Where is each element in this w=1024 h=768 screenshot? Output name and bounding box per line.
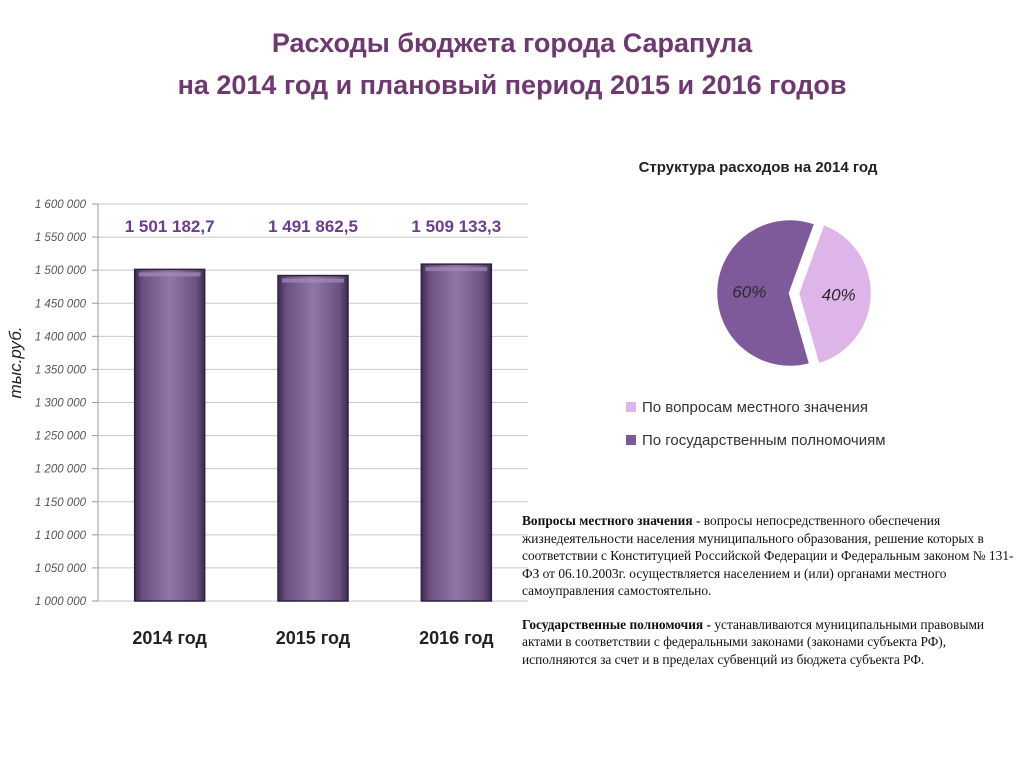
- legend-swatch: [626, 435, 636, 445]
- pie-slice-2: [714, 217, 817, 369]
- definition-state: Государственные полномочия - устанавлива…: [522, 616, 1018, 669]
- pie-title: Структура расходов на 2014 год: [639, 159, 878, 176]
- bar-data-label: 1 501 182,7: [125, 217, 215, 236]
- y-tick-label: 1 550 000: [35, 232, 87, 244]
- y-tick-label: 1 200 000: [35, 464, 87, 476]
- pie-slice-label: 40%: [822, 286, 856, 305]
- legend-swatch: [626, 402, 636, 412]
- definitions-text: Вопросы местного значения - вопросы непо…: [522, 512, 1018, 684]
- y-tick-label: 1 250 000: [35, 431, 87, 443]
- bar-highlight: [138, 272, 201, 277]
- bar-body: [133, 268, 206, 602]
- bar-2: [277, 274, 349, 602]
- bar-highlight: [282, 278, 344, 283]
- bar-body: [277, 274, 349, 602]
- bar-highlight: [425, 267, 488, 272]
- bar-1: [133, 268, 206, 602]
- term-state: Государственные полномочия -: [522, 616, 711, 632]
- category-label: 2016 год: [419, 628, 494, 648]
- page-title: Расходы бюджета города Сарапула на 2014 …: [0, 22, 1024, 106]
- y-tick-label: 1 500 000: [35, 265, 87, 277]
- y-tick-label: 1 450 000: [35, 298, 87, 310]
- y-tick-label: 1 600 000: [35, 199, 87, 211]
- category-label: 2015 год: [276, 628, 351, 648]
- pie-slice-1: [796, 222, 874, 366]
- pie-slice-label: 60%: [732, 283, 766, 302]
- y-tick-label: 1 400 000: [35, 331, 87, 343]
- y-tick-label: 1 350 000: [35, 364, 87, 376]
- definition-local: Вопросы местного значения - вопросы непо…: [522, 512, 1018, 600]
- bar-body: [420, 263, 493, 602]
- y-tick-label: 1 300 000: [35, 398, 87, 410]
- y-tick-label: 1 100 000: [35, 530, 87, 542]
- y-tick-label: 1 000 000: [35, 596, 87, 608]
- bar-data-label: 1 491 862,5: [268, 217, 358, 236]
- title-line-1: Расходы бюджета города Сарапула: [271, 28, 753, 58]
- budget-bar-chart: 1 000 000 1 050 000 1 100 000 1 150 000 1 20…: [6, 199, 528, 648]
- title-line-2: на 2014 год и плановый период 2015 и 201…: [177, 70, 847, 100]
- legend-label: По вопросам местного значения: [642, 399, 868, 416]
- legend-label: По государственным полномочиям: [642, 432, 886, 449]
- term-state-text: устанавливаются муниципальными правовыми…: [522, 616, 985, 667]
- y-tick-label: 1 150 000: [35, 497, 87, 509]
- y-tick-label: 1 050 000: [35, 563, 87, 575]
- bar-3: [420, 263, 493, 602]
- term-local-text: - вопросы непосредственного обеспечения …: [522, 513, 1014, 598]
- y-axis-label: тыс.руб.: [6, 327, 25, 399]
- term-local: Вопросы местного значения: [522, 513, 693, 528]
- category-label: 2014 год: [132, 628, 207, 648]
- structure-pie-chart: Структура расходов на 2014 год 40% 60% По…: [626, 159, 886, 449]
- bar-data-label: 1 509 133,3: [411, 217, 501, 236]
